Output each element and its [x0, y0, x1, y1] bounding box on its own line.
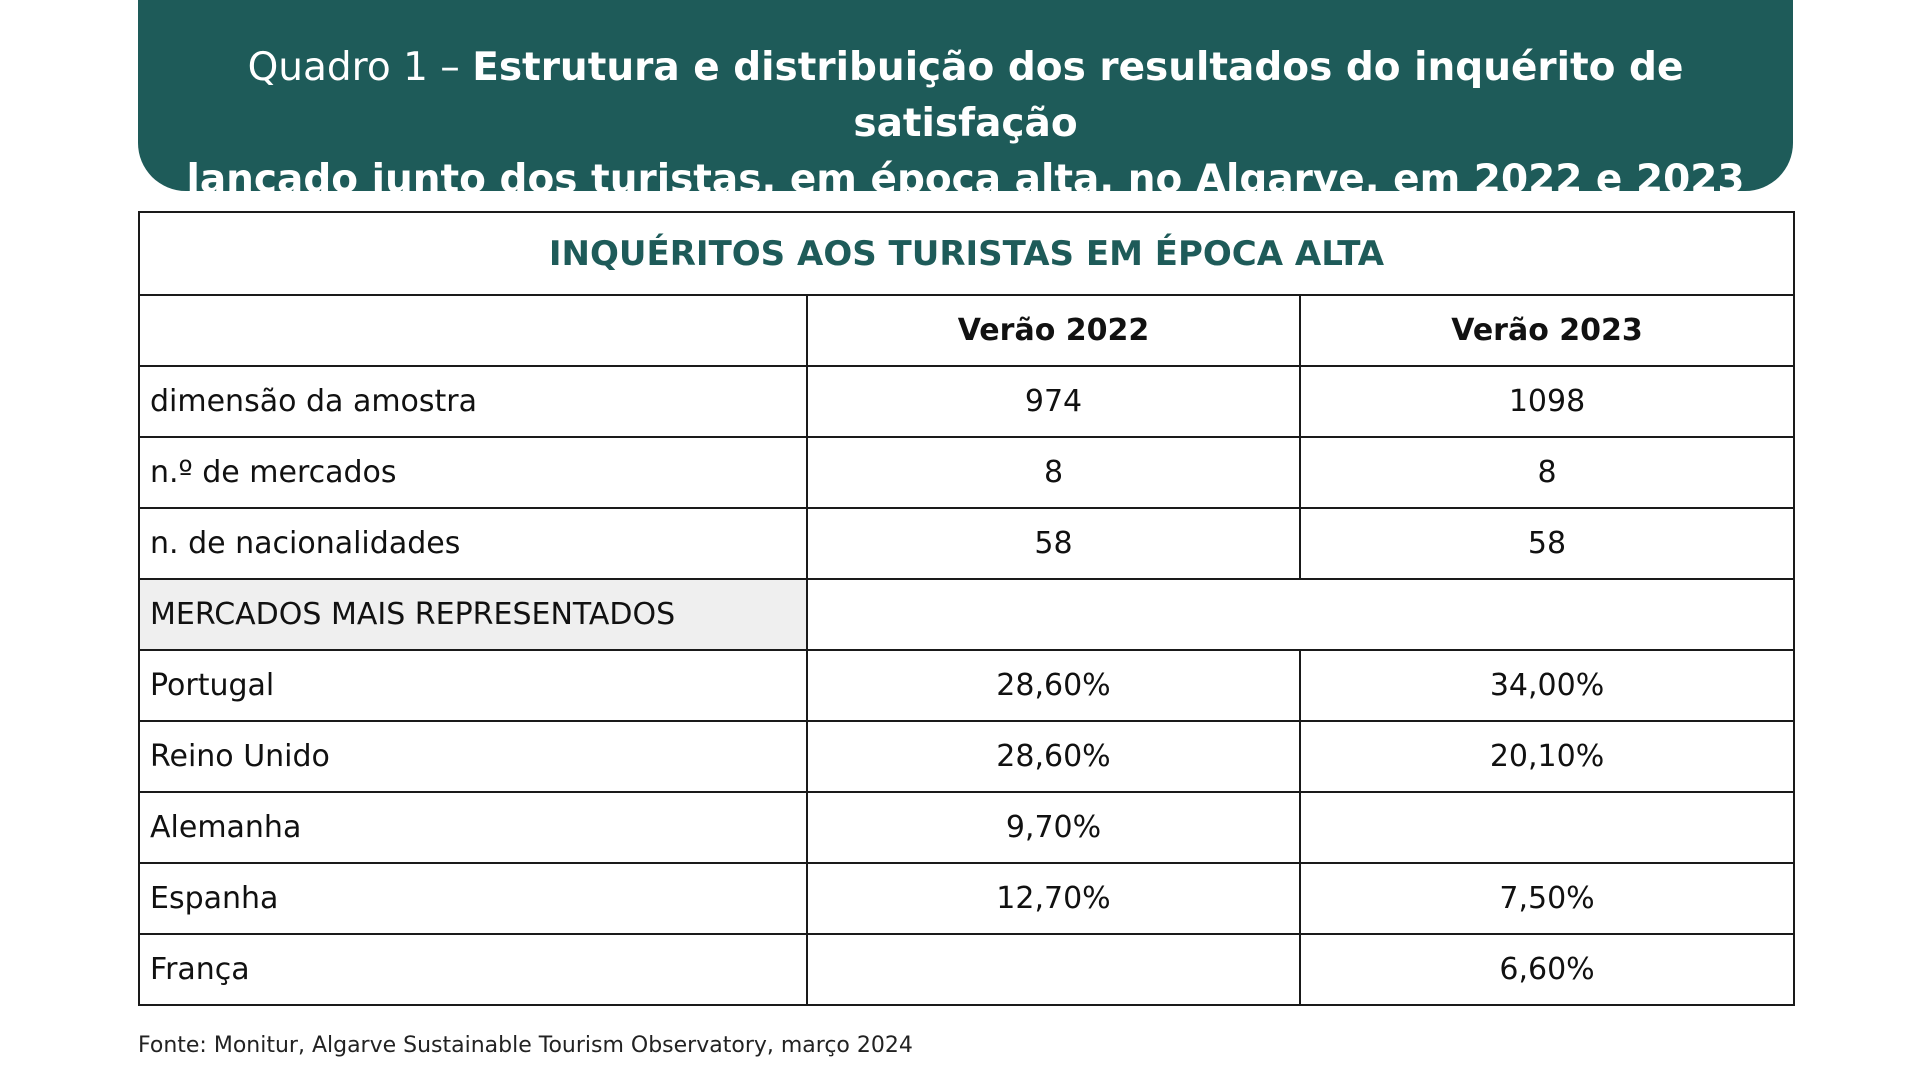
value-2022: 28,60% — [806, 720, 1301, 793]
table-row: n. de nacionalidades 58 58 — [138, 507, 1796, 580]
table-row: Espanha 12,70% 7,50% — [138, 862, 1796, 935]
title-prefix: Quadro 1 – — [247, 45, 473, 90]
value-2023: 7,50% — [1298, 862, 1796, 935]
table-row: Alemanha 9,70% — [138, 791, 1796, 864]
table-row: França 6,60% — [138, 933, 1796, 1006]
value-2023: 34,00% — [1298, 649, 1796, 722]
survey-table: INQUÉRITOS AOS TURISTAS EM ÉPOCA ALTA Ve… — [137, 211, 1796, 1006]
title-line-1: Quadro 1 – Estrutura e distribuição dos … — [138, 40, 1793, 152]
section-row: MERCADOS MAIS REPRESENTADOS — [138, 578, 1796, 651]
section-empty-cell — [805, 578, 1796, 651]
column-header-empty — [138, 294, 808, 367]
row-label: dimensão da amostra — [138, 365, 808, 438]
row-label: Alemanha — [138, 791, 808, 864]
value-2022: 12,70% — [806, 862, 1301, 935]
value-2022: 9,70% — [806, 791, 1301, 864]
column-header-row: Verão 2022 Verão 2023 — [138, 294, 1796, 367]
row-label: Reino Unido — [138, 720, 808, 793]
column-header-verao-2022: Verão 2022 — [806, 294, 1301, 367]
value-2023: 20,10% — [1298, 720, 1796, 793]
value-2023: 1098 — [1298, 365, 1796, 438]
value-2023: 8 — [1298, 436, 1796, 509]
column-header-verao-2023: Verão 2023 — [1298, 294, 1796, 367]
table-title-row: INQUÉRITOS AOS TURISTAS EM ÉPOCA ALTA — [137, 211, 1796, 296]
value-2022: 28,60% — [806, 649, 1301, 722]
value-2022: 58 — [806, 507, 1301, 580]
table-title: INQUÉRITOS AOS TURISTAS EM ÉPOCA ALTA — [137, 211, 1796, 296]
value-2022: 974 — [806, 365, 1301, 438]
row-label: França — [138, 933, 808, 1006]
value-2023: 6,60% — [1298, 933, 1796, 1006]
title-text-line-1: Estrutura e distribuição dos resultados … — [472, 45, 1684, 146]
table-row: n.º de mercados 8 8 — [138, 436, 1796, 509]
value-2022 — [806, 933, 1301, 1006]
value-2023: 58 — [1298, 507, 1796, 580]
title-banner: Quadro 1 – Estrutura e distribuição dos … — [138, 0, 1793, 202]
value-2022: 8 — [806, 436, 1301, 509]
row-label: Portugal — [138, 649, 808, 722]
table-row: dimensão da amostra 974 1098 — [138, 365, 1796, 438]
title-text-line-2: lançado junto dos turistas, em época alt… — [186, 157, 1745, 202]
row-label: n.º de mercados — [138, 436, 808, 509]
source-note: Fonte: Monitur, Algarve Sustainable Tour… — [138, 1033, 913, 1058]
row-label: n. de nacionalidades — [138, 507, 808, 580]
row-label: Espanha — [138, 862, 808, 935]
table-row: Portugal 28,60% 34,00% — [138, 649, 1796, 722]
value-2023 — [1298, 791, 1796, 864]
table-row: Reino Unido 28,60% 20,10% — [138, 720, 1796, 793]
section-label: MERCADOS MAIS REPRESENTADOS — [138, 578, 808, 651]
